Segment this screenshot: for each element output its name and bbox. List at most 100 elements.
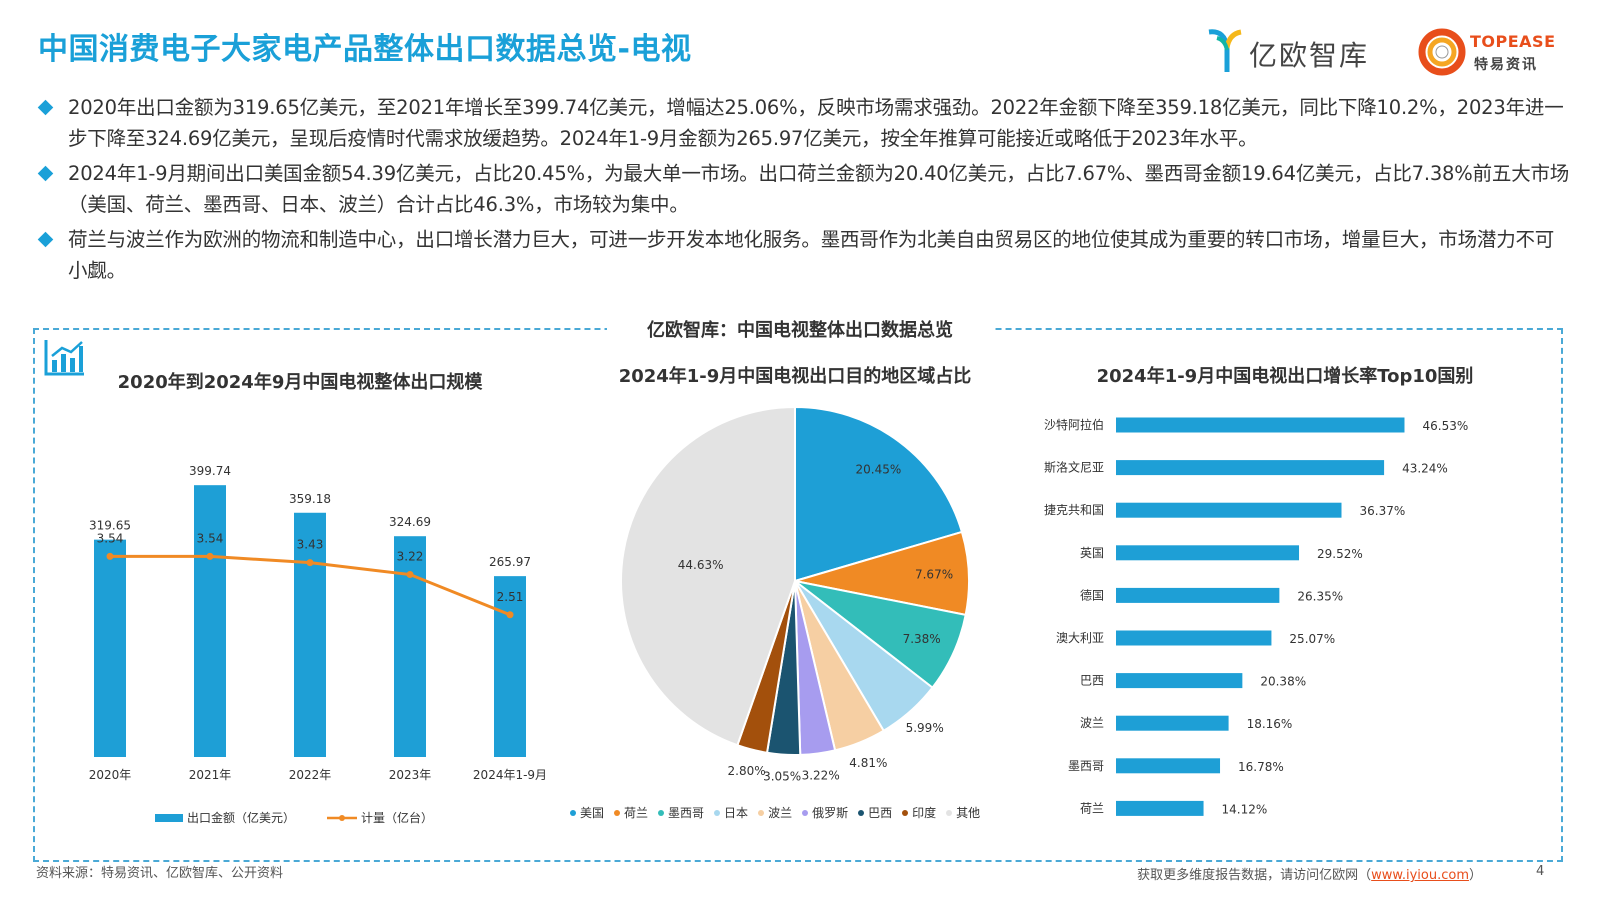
topease-ring-icon: [1418, 28, 1466, 76]
legend-dot-icon: [714, 809, 721, 816]
legend-label: 荷兰: [624, 806, 649, 820]
slice-label: 5.99%: [906, 721, 944, 735]
slice-label: 4.81%: [849, 756, 887, 770]
yiou-logo: 亿欧智库: [1205, 26, 1380, 76]
legend-label: 俄罗斯: [812, 806, 849, 820]
growth-value-label: 46.53%: [1422, 419, 1468, 433]
growth-bar: [1116, 800, 1204, 816]
legend-item: 美国: [570, 804, 604, 821]
growth-bar: [1116, 673, 1243, 689]
growth-bar: [1116, 545, 1300, 561]
legend-item: 巴西: [858, 804, 892, 821]
legend-item: 其他: [946, 804, 980, 821]
yiou-logo-text: 亿欧智库: [1249, 39, 1370, 72]
legend-item: 印度: [902, 804, 936, 821]
slice-label: 2.80%: [728, 764, 766, 778]
legend-label: 日本: [724, 806, 749, 820]
growth-value-label: 14.12%: [1222, 802, 1268, 816]
chart1-legend: 出口金额（亿美元） 计量（亿台）: [155, 809, 447, 826]
volume-label: 3.22: [397, 550, 424, 564]
slice-label: 44.63%: [678, 558, 724, 572]
legend-dot-icon: [902, 809, 909, 816]
volume-point: [206, 552, 214, 560]
chart3-title: 2024年1-9月中国电视出口增长率Top10国别: [1096, 366, 1474, 387]
amount-label: 399.74: [189, 464, 231, 478]
legend-dot-icon: [658, 809, 665, 816]
growth-value-label: 16.78%: [1238, 760, 1284, 774]
page-number: 4: [1536, 864, 1545, 879]
growth-value-label: 43.24%: [1402, 462, 1448, 476]
topease-logo-cn: 特易资讯: [1474, 57, 1538, 73]
legend-dot-icon: [614, 809, 621, 816]
x-tick-label: 2024年1-9月: [473, 768, 547, 782]
summary-bullets: 2020年出口金额为319.65亿美元，至2021年增长至399.74亿美元，增…: [37, 92, 1570, 290]
bullet-text: 荷兰与波兰作为欧洲的物流和制造中心，出口增长潜力巨大，可进一步开发本地化服务。墨…: [68, 228, 1555, 282]
diamond-bullet-icon: [37, 231, 54, 248]
legend-dot-icon: [858, 809, 865, 816]
country-label: 德国: [1080, 587, 1104, 602]
volume-point: [106, 552, 114, 560]
legend-label: 墨西哥: [668, 806, 705, 820]
footer-note-prefix: 获取更多维度报告数据，请访问亿欧网（: [1137, 868, 1372, 883]
x-tick-label: 2020年: [89, 768, 132, 782]
growth-value-label: 29.52%: [1317, 547, 1363, 561]
bullet-text: 2024年1-9月期间出口美国金额54.39亿美元，占比20.45%，为最大单一…: [68, 162, 1570, 216]
iyiou-link[interactable]: www.iyiou.com: [1371, 868, 1469, 883]
legend-item-amount: 出口金额（亿美元）: [155, 809, 295, 826]
diamond-bullet-icon: [37, 99, 54, 116]
growth-value-label: 18.16%: [1247, 717, 1293, 731]
legend-label: 美国: [580, 806, 605, 820]
footer-note-suffix: ）: [1468, 868, 1482, 883]
amount-bar: [94, 539, 126, 757]
x-tick-label: 2021年: [189, 768, 232, 782]
volume-point: [406, 571, 414, 579]
legend-item: 荷兰: [614, 804, 648, 821]
country-label: 墨西哥: [1068, 759, 1104, 773]
amount-label: 359.18: [289, 492, 331, 506]
country-label: 巴西: [1080, 674, 1104, 688]
country-label: 捷克共和国: [1044, 503, 1104, 517]
diamond-bullet-icon: [37, 165, 54, 182]
legend-item: 墨西哥: [658, 804, 704, 821]
amount-bar: [194, 485, 226, 757]
growth-bar: [1116, 587, 1280, 603]
legend-label: 印度: [912, 806, 937, 820]
amount-bar: [294, 512, 326, 757]
legend-item-volume: 计量（亿台）: [327, 809, 433, 826]
growth-bar: [1116, 758, 1221, 774]
legend-label: 波兰: [768, 806, 793, 820]
volume-point: [306, 559, 314, 567]
growth-bar: [1116, 630, 1272, 646]
amount-bar: [394, 536, 426, 757]
country-label: 沙特阿拉伯: [1044, 417, 1104, 432]
growth-bar: [1116, 460, 1385, 476]
legend-dot-icon: [946, 809, 953, 816]
footer-note: 获取更多维度报告数据，请访问亿欧网（www.iyiou.com）: [1137, 864, 1482, 883]
growth-bar: [1116, 417, 1405, 433]
volume-label: 3.54: [97, 531, 124, 545]
country-label: 斯洛文尼亚: [1044, 460, 1104, 475]
slice-label: 7.67%: [915, 568, 953, 582]
panel-title-text: 亿欧智库：中国电视整体出口数据总览: [607, 320, 993, 341]
yiou-mark-icon: [1208, 29, 1242, 72]
growth-value-label: 25.07%: [1289, 632, 1335, 646]
country-label: 澳大利亚: [1056, 631, 1104, 645]
legend-label: 其他: [956, 806, 981, 820]
slice-label: 7.38%: [903, 632, 941, 646]
country-label: 英国: [1080, 546, 1104, 560]
growth-bar: [1116, 502, 1342, 518]
legend-dot-icon: [758, 809, 765, 816]
legend-item: 日本: [714, 804, 748, 821]
amount-label: 324.69: [389, 515, 431, 529]
volume-label: 2.51: [497, 590, 524, 604]
volume-point: [506, 611, 514, 619]
bullet-item: 荷兰与波兰作为欧洲的物流和制造中心，出口增长潜力巨大，可进一步开发本地化服务。墨…: [37, 224, 1570, 286]
bullet-item: 2020年出口金额为319.65亿美元，至2021年增长至399.74亿美元，增…: [37, 92, 1570, 154]
volume-label: 3.54: [197, 531, 224, 545]
legend-dot-icon: [802, 809, 809, 816]
slice-label: 3.22%: [802, 768, 840, 782]
legend-swatch-bar-icon: [155, 813, 183, 822]
chart2-title: 2024年1-9月中国电视出口目的地区域占比: [618, 366, 972, 387]
bullet-item: 2024年1-9月期间出口美国金额54.39亿美元，占比20.45%，为最大单一…: [37, 158, 1570, 220]
export-scale-chart: 319.65 2020年 399.74 2021年 359.18 2022年 324.69 2…: [89, 464, 547, 782]
